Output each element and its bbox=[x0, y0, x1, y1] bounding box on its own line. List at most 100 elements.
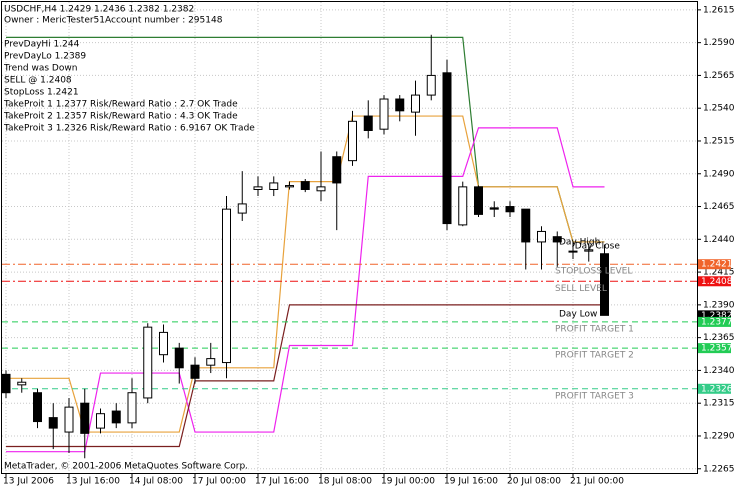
candle-body bbox=[584, 249, 594, 252]
x-tick-label: 17 Jul 00:00 bbox=[192, 477, 246, 487]
candle-body bbox=[332, 156, 342, 184]
candle-body bbox=[222, 208, 231, 364]
annotation: Day Close bbox=[575, 241, 621, 251]
candle-body bbox=[48, 417, 58, 429]
y-tick-label: 1.2315 bbox=[703, 399, 735, 409]
y-tick-label: 1.2265 bbox=[703, 464, 735, 474]
x-tick-label: 17 Jul 16:00 bbox=[255, 477, 309, 487]
x-tick-label: 14 Jul 08:00 bbox=[129, 477, 183, 487]
candle-body bbox=[489, 207, 499, 210]
info-line: SELL @ 1.2408 bbox=[4, 76, 72, 86]
candle-body bbox=[237, 203, 247, 214]
candle-body bbox=[348, 120, 357, 162]
info-line: TakeProit 2 1.2357 Risk/Reward Ratio : 4… bbox=[3, 112, 238, 122]
candle-body bbox=[17, 381, 27, 386]
level-label: STOPLOSS LEVEL bbox=[555, 267, 632, 277]
y-tick-label: 1.2590 bbox=[703, 38, 735, 48]
candle-body bbox=[411, 94, 420, 113]
level-box bbox=[698, 276, 731, 287]
candle-body bbox=[190, 364, 200, 379]
level-box bbox=[698, 310, 731, 321]
candle-body bbox=[96, 413, 105, 429]
candle-body bbox=[206, 358, 216, 366]
info-line: StopLoss 1.2421 bbox=[4, 88, 79, 98]
candle-body bbox=[174, 347, 184, 369]
x-tick-label: 18 Jul 08:00 bbox=[318, 477, 372, 487]
info-line: PrevDayHi 1.244 bbox=[4, 40, 80, 50]
y-tick-label: 1.2565 bbox=[703, 71, 735, 81]
level-box bbox=[698, 259, 731, 270]
candle-body bbox=[1, 373, 11, 394]
y-tick-label: 1.2390 bbox=[703, 300, 735, 310]
x-tick-label: 21 Jul 00:00 bbox=[570, 477, 624, 487]
info-line: TakeProit 1 1.2377 Risk/Reward Ratio : 2… bbox=[3, 100, 238, 110]
chart-title: USDCHF,H4 1.2429 1.2436 1.2382 1.2382 bbox=[4, 5, 194, 15]
candle-body bbox=[505, 206, 515, 213]
x-tick-label: 19 Jul 16:00 bbox=[444, 477, 498, 487]
candle-body bbox=[521, 208, 531, 243]
x-tick-label: 20 Jul 08:00 bbox=[507, 477, 561, 487]
y-tick-label: 1.2615 bbox=[703, 5, 735, 15]
y-tick-label: 1.2290 bbox=[703, 431, 735, 441]
y-tick-label: 1.2440 bbox=[703, 235, 735, 245]
footer: MetaTrader, © 2001-2006 MetaQuotes Softw… bbox=[4, 462, 248, 472]
indicator-line bbox=[6, 304, 605, 448]
level-label: PROFIT TARGET 3 bbox=[555, 391, 634, 401]
level-label: PROFIT TARGET 1 bbox=[555, 324, 634, 334]
indicator-line bbox=[6, 127, 605, 453]
candle-body bbox=[600, 253, 609, 316]
candle-body bbox=[159, 331, 168, 356]
candle-body bbox=[552, 236, 562, 243]
level-box bbox=[698, 343, 731, 354]
candle-body bbox=[253, 186, 263, 190]
candle-body bbox=[474, 186, 483, 215]
annotation: Day Low bbox=[559, 310, 597, 320]
candle-body bbox=[111, 410, 121, 424]
candle-body bbox=[395, 98, 405, 112]
candle-body bbox=[143, 326, 153, 399]
level-value: 1.2377 bbox=[701, 317, 733, 327]
level-box bbox=[698, 316, 731, 327]
candle-body bbox=[442, 72, 452, 225]
candle-body bbox=[363, 115, 373, 131]
texts: STOPLOSS LEVEL SELL LEVEL PROFIT TARGET 1 P… bbox=[3, 40, 634, 402]
y-tick-label: 1.2515 bbox=[703, 136, 735, 146]
candle-body bbox=[379, 98, 389, 130]
x-tick-label: 19 Jul 00:00 bbox=[381, 477, 435, 487]
levels bbox=[2, 263, 697, 390]
candle-body bbox=[426, 74, 436, 96]
candle-body bbox=[285, 185, 294, 188]
y-tick-label: 1.2365 bbox=[703, 333, 735, 343]
plot-frame bbox=[1, 1, 698, 474]
annotation: Day High bbox=[559, 237, 600, 247]
y-tick-label: 1.2340 bbox=[703, 366, 735, 376]
y-tick-label: 1.2415 bbox=[703, 268, 735, 278]
level-value: 1.2326 bbox=[701, 384, 733, 394]
level-box bbox=[698, 383, 731, 394]
info-line: PrevDayLo 1.2389 bbox=[4, 52, 86, 62]
level-label: SELL LEVEL bbox=[555, 284, 607, 294]
y-tick-label: 1.2465 bbox=[703, 202, 735, 212]
candle-body bbox=[80, 402, 90, 434]
candle-body bbox=[269, 182, 279, 190]
level-value: 1.2421 bbox=[701, 260, 733, 270]
y-tick-label: 1.2540 bbox=[703, 104, 735, 114]
candle-body bbox=[316, 186, 326, 192]
level-value: 1.2408 bbox=[701, 277, 733, 287]
x-tick-label: 13 Jul 2006 bbox=[3, 477, 54, 487]
y-tick-label: 1.2490 bbox=[703, 169, 735, 179]
x-tick-label: 13 Jul 16:00 bbox=[66, 477, 120, 487]
candle-body bbox=[537, 230, 546, 243]
info-line: Trend was Down bbox=[3, 64, 77, 74]
level-label: PROFIT TARGET 2 bbox=[555, 351, 634, 361]
info-line: TakeProit 3 1.2326 Risk/Reward Ratio : 6… bbox=[3, 124, 255, 134]
candle-body bbox=[300, 181, 310, 190]
candle-body bbox=[458, 186, 468, 226]
owner: Owner : MericTester51Account number : 29… bbox=[4, 16, 223, 26]
candle-body bbox=[568, 250, 578, 253]
candle-body bbox=[33, 392, 42, 423]
candles bbox=[1, 34, 609, 459]
level-value: 1.2382 bbox=[701, 311, 733, 321]
